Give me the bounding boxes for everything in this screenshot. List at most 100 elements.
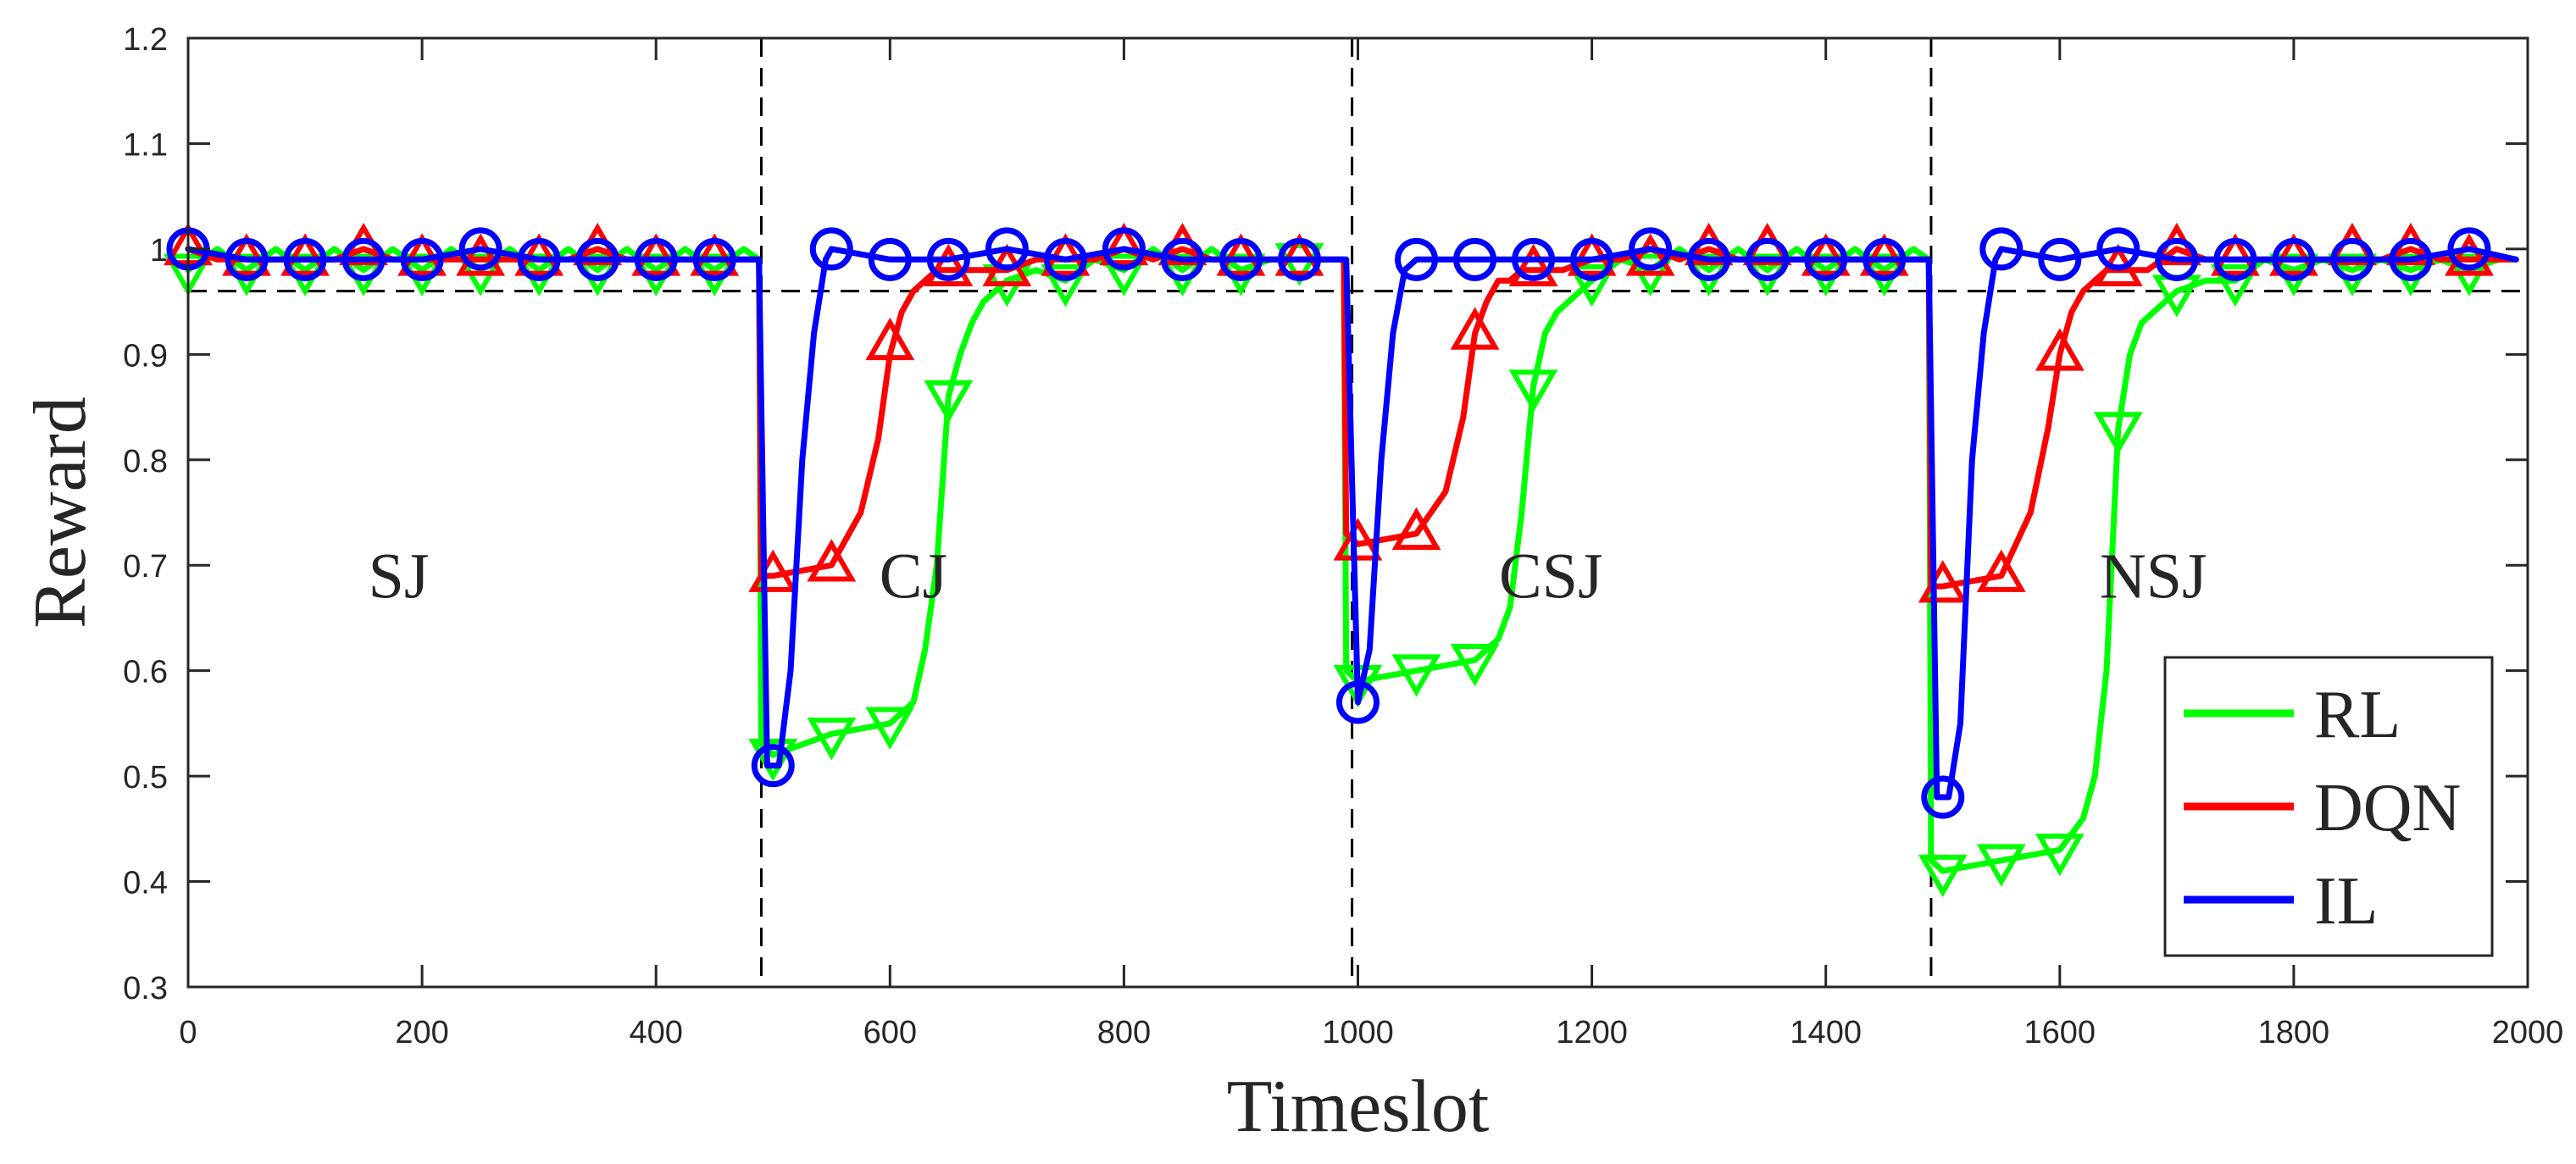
marker-rl-31	[1976, 844, 2026, 887]
marker-rl-11	[807, 718, 857, 761]
series-il	[166, 227, 2519, 819]
marker-rl-30	[1918, 854, 1968, 898]
axes: 0 200 400 600 800 1000 1200 1400 1600 1800 2000 0.3…	[19, 22, 2563, 1148]
marker-il-9	[692, 237, 736, 281]
region-label-cj: CJ	[880, 541, 947, 612]
marker-rl-16	[1099, 253, 1149, 297]
y-tick-label-6: 0.9	[123, 338, 168, 374]
y-tick-label-3: 0.6	[123, 655, 168, 690]
marker-il-2	[283, 237, 327, 281]
x-tick-label-2: 400	[629, 1015, 682, 1050]
marker-il-24	[1570, 237, 1614, 281]
region-label-nsj: NSJ	[2100, 541, 2207, 612]
marker-il-18	[1219, 237, 1263, 281]
marker-il-29	[1863, 237, 1907, 281]
series-line-rl	[185, 246, 2519, 874]
marker-il-16	[1102, 227, 1146, 271]
marker-rl-23	[1508, 369, 1558, 413]
x-tick-label-1: 200	[395, 1015, 448, 1050]
marker-dqn-2	[280, 233, 330, 276]
marker-dqn-11	[807, 539, 857, 582]
marker-rl-15	[1041, 263, 1091, 308]
marker-dqn-8	[631, 233, 681, 276]
marker-il-23	[1512, 237, 1556, 281]
marker-rl-32	[2035, 833, 2085, 877]
legend: RL DQN IL	[2163, 656, 2494, 957]
x-tick-label-3: 600	[863, 1015, 917, 1050]
marker-dqn-19	[1274, 233, 1324, 276]
x-tick-label-7: 1400	[1790, 1015, 1862, 1050]
marker-dqn-18	[1216, 233, 1266, 276]
series-layer	[164, 222, 2519, 898]
marker-dqn-35	[2210, 233, 2260, 276]
marker-il-5	[458, 227, 502, 271]
marker-il-15	[1043, 237, 1087, 281]
marker-il-28	[1804, 237, 1848, 281]
marker-il-32	[2038, 237, 2082, 281]
x-tick-label-8: 1600	[2024, 1015, 2096, 1050]
marker-il-39	[2447, 227, 2491, 271]
marker-il-11	[809, 227, 853, 271]
marker-dqn-5	[456, 233, 506, 276]
legend-label-il: IL	[2314, 864, 2379, 939]
marker-rl-24	[1567, 263, 1617, 308]
marker-dqn-22	[1450, 307, 1500, 350]
marker-rl-21	[1391, 654, 1441, 697]
y-tick-label-0: 0.3	[123, 971, 168, 1006]
marker-il-27	[1746, 237, 1790, 281]
marker-il-13	[926, 237, 970, 281]
marker-il-31	[1979, 227, 2024, 271]
x-tick-label-10: 2000	[2492, 1015, 2564, 1050]
x-tick-label-9: 1800	[2258, 1015, 2330, 1050]
marker-il-12	[868, 237, 912, 281]
marker-il-25	[1629, 227, 1673, 271]
x-tick-label-5: 1000	[1322, 1015, 1394, 1050]
marker-dqn-28	[1801, 233, 1851, 276]
marker-il-17	[1160, 237, 1204, 281]
marker-il-19	[1277, 237, 1321, 281]
region-label-sj: SJ	[369, 541, 430, 612]
marker-il-37	[2330, 237, 2374, 281]
y-tick-label-1: 0.4	[123, 866, 168, 901]
marker-rl-35	[2210, 263, 2260, 308]
marker-il-38	[2389, 237, 2433, 281]
marker-dqn-36	[2268, 233, 2318, 276]
marker-il-34	[2155, 237, 2199, 281]
marker-rl-10	[748, 738, 798, 782]
y-tick-label-7: 1	[150, 233, 168, 269]
marker-il-26	[1687, 237, 1731, 281]
marker-il-33	[2096, 227, 2140, 271]
region-labels: SJ CJ CSJ NSJ	[369, 541, 2207, 612]
marker-il-6	[517, 237, 561, 281]
marker-dqn-39	[2445, 233, 2494, 276]
marker-dqn-20	[1333, 518, 1383, 561]
marker-il-4	[400, 237, 444, 281]
marker-rl-12	[865, 707, 915, 750]
marker-il-7	[575, 237, 619, 281]
marker-il-3	[341, 237, 386, 281]
marker-dqn-12	[865, 317, 915, 361]
marker-dqn-13	[924, 243, 974, 287]
marker-il-22	[1453, 237, 1497, 281]
marker-dqn-16	[1099, 222, 1149, 266]
y-tick-label-9: 1.2	[123, 22, 168, 58]
series-line-il	[185, 246, 2519, 801]
marker-il-35	[2213, 237, 2257, 281]
y-tick-label-8: 1.1	[123, 127, 168, 163]
y-tick-label-5: 0.8	[123, 444, 168, 479]
marker-il-20	[1336, 680, 1380, 724]
x-tick-label-4: 800	[1097, 1015, 1151, 1050]
x-tick-label-6: 1200	[1556, 1015, 1628, 1050]
marker-dqn-32	[2035, 328, 2085, 371]
marker-dqn-21	[1391, 507, 1441, 551]
marker-rl-33	[2093, 412, 2143, 455]
legend-label-dqn: DQN	[2314, 771, 2461, 845]
y-tick-label-2: 0.5	[123, 760, 168, 795]
y-axis-label: Reward	[19, 396, 102, 629]
marker-rl-13	[924, 380, 974, 424]
marker-rl-19	[1274, 243, 1324, 286]
marker-dqn-31	[1976, 549, 2026, 592]
marker-rl-22	[1450, 643, 1500, 687]
